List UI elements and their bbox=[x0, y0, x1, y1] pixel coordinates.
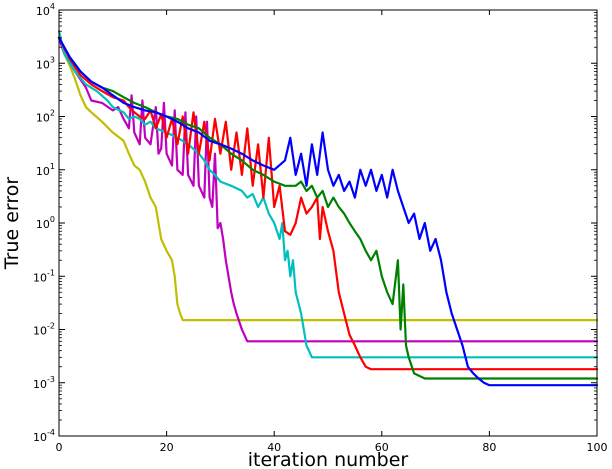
y-tick-label: 100 bbox=[36, 215, 55, 231]
x-tick-label: 20 bbox=[160, 441, 174, 454]
x-axis-title: iteration number bbox=[248, 449, 409, 469]
y-tick-label: 10-3 bbox=[33, 375, 55, 391]
x-tick-label: 60 bbox=[375, 441, 389, 454]
x-tick-label: 80 bbox=[482, 441, 496, 454]
series-line-5 bbox=[57, 36, 599, 380]
y-tick-label: 10-2 bbox=[33, 322, 55, 338]
y-tick-labels: 10-4 10-3 10-2 10-1 100 101 102 103 104 bbox=[33, 2, 55, 444]
series-line-3 bbox=[57, 30, 599, 359]
x-tick-label: 100 bbox=[587, 441, 608, 454]
y-tick-label: 10-1 bbox=[33, 268, 55, 284]
x-tick-labels: 0 20 40 60 80 100 bbox=[56, 441, 608, 454]
y-tick-label: 101 bbox=[36, 162, 55, 178]
series-line-1 bbox=[57, 36, 599, 322]
x-tick-label: 40 bbox=[267, 441, 281, 454]
y-tick-label: 104 bbox=[36, 2, 55, 18]
y-axis-title: True error bbox=[1, 177, 23, 271]
series-layer bbox=[57, 30, 599, 387]
series-line-4 bbox=[57, 36, 599, 371]
series-line-6 bbox=[57, 36, 599, 387]
plot-background bbox=[59, 10, 597, 436]
y-tick-label: 103 bbox=[36, 55, 55, 71]
y-tick-label: 102 bbox=[36, 109, 55, 125]
x-tick-label: 0 bbox=[56, 441, 63, 454]
y-tick-label: 10-4 bbox=[33, 428, 55, 444]
plot-frame bbox=[58, 9, 598, 437]
